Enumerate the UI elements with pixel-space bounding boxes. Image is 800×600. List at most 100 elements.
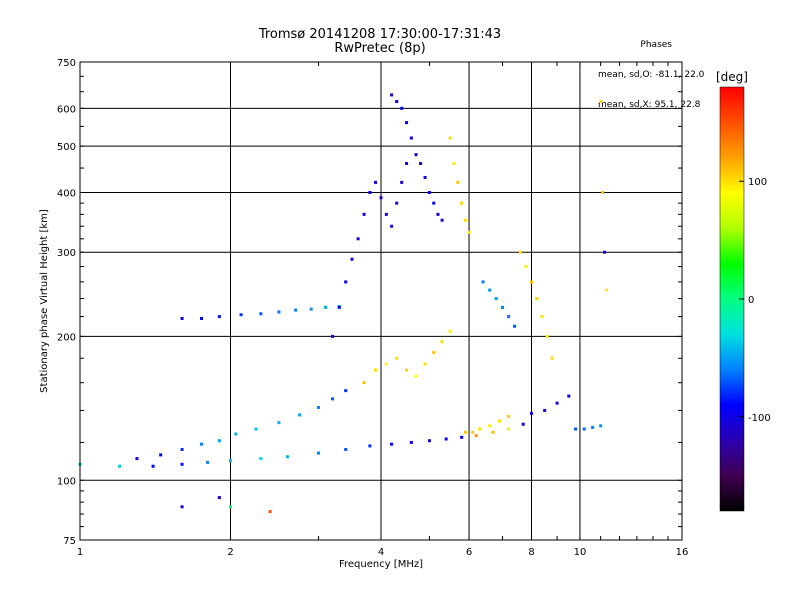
colorbar-tick-label: -100 (748, 413, 771, 424)
data-point (545, 334, 549, 338)
data-point (390, 224, 394, 228)
data-point (409, 136, 413, 140)
data-point (384, 212, 388, 216)
data-point (118, 464, 122, 468)
data-point (440, 218, 444, 222)
data-point (574, 427, 578, 431)
data-point (521, 422, 525, 426)
data-point (344, 280, 348, 284)
data-point (356, 237, 360, 241)
data-point (488, 424, 492, 428)
data-point (518, 250, 522, 254)
data-point (460, 201, 464, 205)
data-point (507, 315, 511, 319)
data-point (229, 505, 232, 509)
data-point (591, 425, 595, 429)
data-point (135, 457, 139, 461)
data-point (268, 510, 272, 514)
colorbar-unit-label: [deg] (716, 70, 748, 84)
y-tick-label: 400 (57, 188, 76, 199)
data-point (159, 453, 163, 457)
chart-title: Tromsø 20141208 17:30:00-17:31:43 (258, 27, 502, 42)
data-point (491, 430, 495, 434)
phase-o-values: -81.1, 22.0 (655, 70, 705, 80)
data-point (540, 315, 544, 319)
data-point (229, 458, 232, 462)
phase-x-values: 95.1, 22.8 (654, 100, 701, 110)
data-point (501, 305, 505, 309)
data-point (350, 257, 354, 261)
data-point (344, 447, 348, 451)
data-point (180, 447, 184, 451)
data-point (277, 310, 281, 314)
data-point (259, 312, 263, 316)
x-tick-label: 6 (466, 547, 472, 558)
data-point (582, 427, 586, 431)
data-point (379, 196, 383, 200)
data-point (200, 316, 204, 320)
data-point (277, 421, 281, 425)
data-point (530, 280, 533, 284)
data-point (254, 427, 258, 431)
data-point (374, 368, 378, 372)
data-point (337, 305, 341, 309)
data-point (423, 175, 427, 179)
data-point (513, 324, 517, 328)
y-tick-label: 100 (57, 476, 76, 487)
data-point (151, 464, 155, 468)
data-point (395, 100, 399, 104)
data-point (180, 505, 184, 509)
data-point (317, 405, 321, 409)
data-point (362, 212, 366, 216)
data-point (298, 413, 302, 417)
data-point (390, 442, 394, 446)
data-point (405, 161, 409, 165)
x-axis-label: Frequency [MHz] (339, 559, 423, 570)
data-point (448, 329, 452, 333)
data-point (331, 397, 335, 401)
data-point (374, 180, 378, 184)
data-point (456, 180, 460, 184)
data-point (217, 315, 221, 319)
phase-heading: Phases (640, 40, 672, 50)
colorbar-ticks: 100 0 -100 (739, 177, 771, 424)
data-point (444, 437, 448, 441)
colorbar-tick-label: 0 (748, 295, 754, 306)
data-point (599, 100, 603, 104)
data-point (217, 496, 221, 500)
phase-stats: Phases mean, sd,O: -81.1, 22.0 mean, sd,… (598, 20, 704, 120)
y-axis-label: Stationary phase Virtual Height [km] (39, 209, 50, 393)
grid (80, 62, 682, 540)
data-point (432, 201, 436, 205)
y-tick-label: 750 (57, 58, 76, 69)
data-point (294, 308, 298, 312)
y-tick-label: 500 (57, 142, 76, 153)
y-tick-label: 200 (57, 332, 76, 343)
data-point (604, 288, 608, 292)
data-point (400, 180, 404, 184)
data-point (497, 419, 501, 423)
x-tick-label: 16 (676, 547, 689, 558)
data-point (239, 313, 243, 317)
data-point (384, 362, 388, 366)
data-point (543, 408, 547, 412)
data-point (390, 93, 394, 97)
data-point (309, 307, 313, 311)
data-point (180, 462, 184, 466)
data-point (427, 190, 431, 194)
y-tick-label: 75 (63, 536, 76, 547)
data-point (432, 351, 436, 355)
phase-x-label: mean, sd,X: (598, 100, 652, 110)
data-point (285, 455, 289, 459)
y-axis-ticks: 75 100 200 300 400 500 600 750 (57, 58, 682, 547)
data-point (423, 362, 427, 366)
data-point (368, 190, 372, 194)
data-point (530, 411, 533, 415)
data-point (234, 432, 238, 436)
data-point (440, 340, 444, 344)
data-point (555, 401, 559, 405)
data-point (471, 430, 475, 434)
data-point (452, 161, 456, 165)
data-point (405, 368, 409, 372)
data-point (601, 190, 605, 194)
